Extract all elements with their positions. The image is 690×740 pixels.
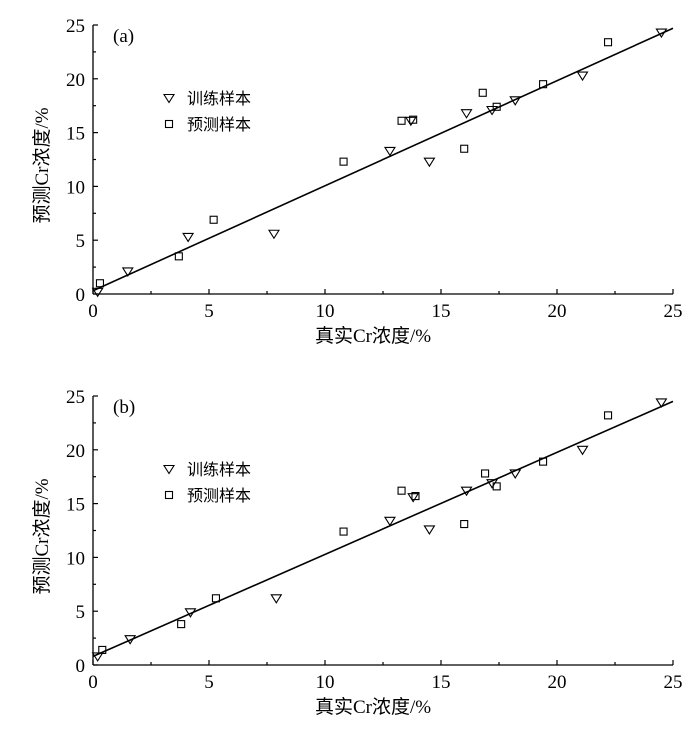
- x-tick-label: 15: [432, 301, 451, 322]
- y-tick-label: 5: [76, 231, 86, 252]
- training-sample-point: [121, 267, 134, 277]
- training-sample-point: [460, 109, 473, 119]
- test-sample-point: [209, 215, 218, 224]
- y-tick-label: 0: [76, 656, 86, 677]
- panel-b: 0 5 10 15 20 25 0 5 10 15 20 25 真实Cr浓度/% 预测Cr浓度/% (b) 训…: [31, 387, 683, 718]
- training-sample-point: [576, 445, 589, 456]
- x-tick-label: 5: [204, 301, 214, 322]
- x-tick-label: 10: [316, 672, 335, 693]
- training-sample-point: [270, 594, 283, 604]
- y-tick-label: 25: [66, 387, 85, 408]
- x-axis-title: 真实Cr浓度/%: [315, 325, 431, 347]
- y-tick-label: 0: [76, 285, 86, 306]
- test-sample-point: [397, 116, 406, 125]
- legend-label: 训练样本: [187, 461, 251, 479]
- test-sample-point: [478, 88, 487, 97]
- training-sample-point: [407, 493, 420, 503]
- y-tick-label: 5: [76, 602, 86, 623]
- y-tick-label: 15: [66, 124, 85, 145]
- training-sample-point: [486, 479, 499, 489]
- training-sample-point: [423, 157, 436, 168]
- y-tick-label: 20: [66, 70, 85, 91]
- test-sample-point: [492, 102, 501, 111]
- training-sample-point: [655, 398, 668, 408]
- legend-label: 训练样本: [187, 90, 251, 108]
- legend-square-icon: [164, 490, 174, 500]
- test-sample-point: [539, 457, 548, 466]
- panel-label: (a): [113, 26, 134, 47]
- legend-triangle-icon: [163, 464, 175, 475]
- training-sample-point: [509, 96, 522, 106]
- training-sample-point: [383, 516, 396, 527]
- test-sample-point: [492, 482, 501, 491]
- test-sample-point: [539, 80, 548, 89]
- test-sample-point: [603, 38, 613, 47]
- test-sample-point: [339, 157, 348, 166]
- training-sample-point: [383, 146, 396, 157]
- training-sample-point: [404, 116, 417, 127]
- y-tick-label: 15: [66, 495, 85, 516]
- fit-line: [92, 400, 674, 658]
- x-tick-label: 0: [88, 672, 98, 693]
- legend-label: 预测样本: [187, 487, 251, 505]
- series-train: [91, 398, 668, 662]
- y-axis-title: 预测Cr浓度/%: [31, 107, 53, 223]
- training-sample-point: [184, 608, 197, 618]
- y-tick-label: 25: [66, 16, 85, 37]
- training-sample-point: [509, 469, 522, 480]
- series-test: [95, 38, 613, 288]
- y-tick-label: 20: [66, 441, 85, 462]
- x-tick-label: 0: [88, 301, 98, 322]
- test-sample-point: [339, 527, 348, 536]
- x-tick-label: 10: [316, 301, 335, 322]
- test-sample-point: [411, 492, 420, 501]
- test-sample-point: [460, 144, 469, 153]
- test-sample-point: [211, 594, 221, 603]
- legend-triangle-icon: [163, 93, 175, 104]
- y-axis-title: 预测Cr浓度/%: [31, 478, 53, 594]
- test-sample-point: [409, 115, 418, 124]
- x-tick-label: 20: [548, 672, 567, 693]
- x-tick-label: 20: [548, 301, 567, 322]
- training-sample-point: [423, 525, 436, 535]
- panel-a: 0 5 10 15 20 25 0 5 10 15 20 25 真实Cr浓度/% 预测Cr浓度/% (a) 训…: [31, 16, 683, 347]
- training-sample-point: [91, 287, 104, 298]
- training-sample-point: [267, 229, 280, 240]
- legend-label: 预测样本: [187, 116, 251, 134]
- x-tick-label: 25: [664, 672, 683, 693]
- x-axis-title: 真实Cr浓度/%: [315, 696, 431, 718]
- training-sample-point: [124, 635, 137, 645]
- legend-square-icon: [164, 119, 174, 129]
- series-test: [98, 411, 613, 654]
- test-sample-point: [481, 469, 490, 478]
- series-train: [91, 28, 668, 298]
- x-tick-label: 15: [432, 672, 451, 693]
- x-tick-label: 5: [204, 672, 214, 693]
- training-sample-point: [91, 652, 104, 662]
- y-tick-label: 10: [66, 548, 85, 569]
- test-sample-point: [174, 252, 183, 261]
- test-sample-point: [98, 645, 107, 654]
- panel-label: (b): [113, 397, 135, 418]
- test-sample-point: [177, 620, 186, 629]
- y-tick-label: 10: [66, 177, 85, 198]
- fit-line: [92, 27, 674, 292]
- training-sample-point: [655, 28, 668, 39]
- training-sample-point: [576, 71, 589, 82]
- test-sample-point: [460, 519, 469, 529]
- x-tick-label: 25: [664, 301, 683, 322]
- test-sample-point: [603, 411, 613, 420]
- training-sample-point: [182, 232, 195, 243]
- test-sample-point: [397, 486, 406, 495]
- test-sample-point: [95, 279, 105, 288]
- training-sample-point: [460, 486, 473, 497]
